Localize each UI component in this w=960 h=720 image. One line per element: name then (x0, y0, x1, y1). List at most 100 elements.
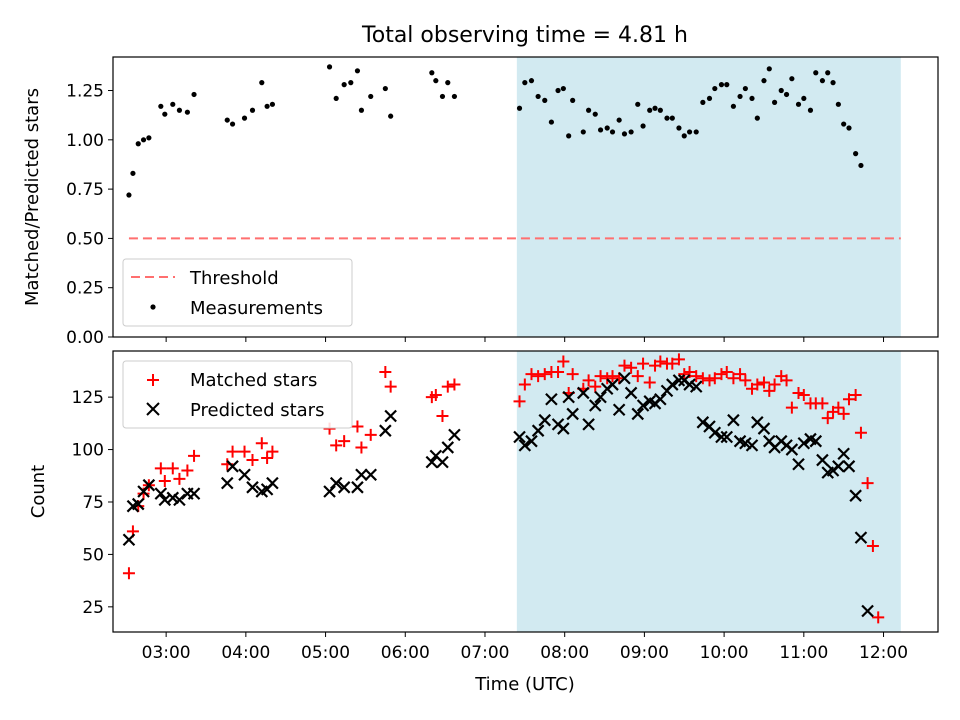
x-tick-label: 05:00 (301, 643, 350, 663)
matched-point (751, 378, 764, 391)
bottom-y-ticks: 25 50 75 100 125 (72, 388, 113, 618)
top-x-ticks (165, 337, 885, 342)
predicted-point (636, 399, 650, 412)
measurement-point (135, 141, 141, 147)
measurement-point (616, 117, 622, 123)
measurement-point (657, 107, 663, 113)
matched-point (690, 370, 703, 383)
measurement-point (771, 99, 778, 105)
measurement-point (259, 80, 265, 86)
measurement-point (712, 85, 718, 92)
predicted-point (364, 468, 378, 482)
predicted-point (785, 443, 799, 456)
top-axes-frame (112, 56, 939, 338)
matched-point (582, 374, 595, 387)
measurement-point (560, 85, 566, 92)
measurement-points (126, 64, 864, 198)
x-tick-label: 09:00 (620, 643, 669, 663)
measurement-point (640, 123, 646, 129)
measurement-point (184, 109, 190, 115)
y-tick-label: 1.25 (66, 82, 104, 102)
measurement-point (676, 125, 682, 131)
matched-point (720, 365, 733, 378)
measurement-point (580, 129, 586, 135)
measurement-point (813, 70, 819, 76)
matched-point (837, 407, 850, 420)
matched-point (351, 420, 364, 433)
measurement-point (778, 87, 784, 94)
measurement-point (249, 107, 256, 113)
measurement-point (858, 162, 864, 169)
predicted-point (538, 413, 552, 427)
matched-point (158, 475, 171, 488)
predicted-point (337, 481, 351, 494)
predicted-point (631, 407, 645, 421)
predicted-point (606, 378, 619, 391)
predicted-point (654, 392, 667, 406)
predicted-point (837, 447, 850, 461)
matched-point (441, 380, 454, 393)
matched-point (696, 372, 709, 385)
matched-point (166, 462, 179, 475)
observing-span-shade (516, 351, 901, 632)
predicted-point (122, 533, 136, 547)
matched-points (122, 353, 885, 624)
measurement-point (592, 111, 598, 117)
bottom-legend: Matched stars Predicted stars (122, 360, 353, 429)
predicted-point (131, 497, 145, 511)
matched-point (768, 378, 781, 391)
chart-title: Total observing time = 4.81 h (361, 23, 688, 48)
measurement-point (604, 125, 610, 131)
measurement-point (789, 76, 795, 82)
y-tick-label: 75 (82, 493, 104, 513)
matched-point (355, 441, 368, 454)
measurement-point (566, 133, 572, 139)
predicted-point (266, 476, 279, 490)
ratio-panel: 0.00 0.25 0.50 0.75 1.00 1.25 Matched/Predict… (22, 56, 939, 348)
measurement-point (388, 113, 394, 119)
matched-point (330, 439, 343, 452)
predicted-point (173, 493, 186, 507)
matched-point (797, 389, 810, 402)
top-y-ticks: 0.00 0.25 0.50 0.75 1.00 1.25 (66, 82, 113, 348)
matched-point (618, 359, 631, 372)
predicted-point (545, 392, 558, 406)
matched-point (448, 378, 461, 391)
measurement-point (754, 115, 760, 121)
measurement-point (841, 121, 847, 127)
predicted-point (816, 453, 829, 467)
matched-point (734, 368, 747, 381)
measurement-point (669, 115, 675, 121)
matched-point (154, 462, 167, 475)
measurement-point (126, 192, 132, 198)
matched-point (436, 410, 449, 423)
x-tick-label: 06:00 (381, 643, 430, 663)
predicted-point (745, 439, 759, 452)
measurement-point (819, 78, 826, 84)
matched-point (631, 370, 644, 383)
predicted-point (727, 413, 740, 427)
measurement-point (724, 82, 730, 88)
measurement-point (264, 103, 270, 109)
predicted-point (238, 468, 251, 482)
measurement-point (439, 93, 446, 100)
matched-point (785, 401, 798, 414)
top-legend: Threshold Measurements (122, 258, 353, 327)
matched-point (842, 393, 855, 406)
predicted-point (689, 380, 703, 393)
predicted-point (355, 468, 368, 482)
x-tick-label: 10:00 (700, 643, 749, 663)
measurement-point (368, 93, 374, 100)
matched-point (715, 368, 728, 381)
measurement-point (853, 151, 859, 157)
matched-point (816, 397, 829, 410)
measurement-point (742, 85, 748, 92)
measurement-point (170, 101, 176, 107)
legend-predicted-label: Predicted stars (190, 400, 324, 421)
matched-point (757, 376, 770, 389)
measurement-point (761, 78, 767, 84)
y-tick-label: 0.00 (66, 328, 104, 348)
measurement-point (241, 115, 248, 121)
predicted-point (861, 604, 874, 618)
